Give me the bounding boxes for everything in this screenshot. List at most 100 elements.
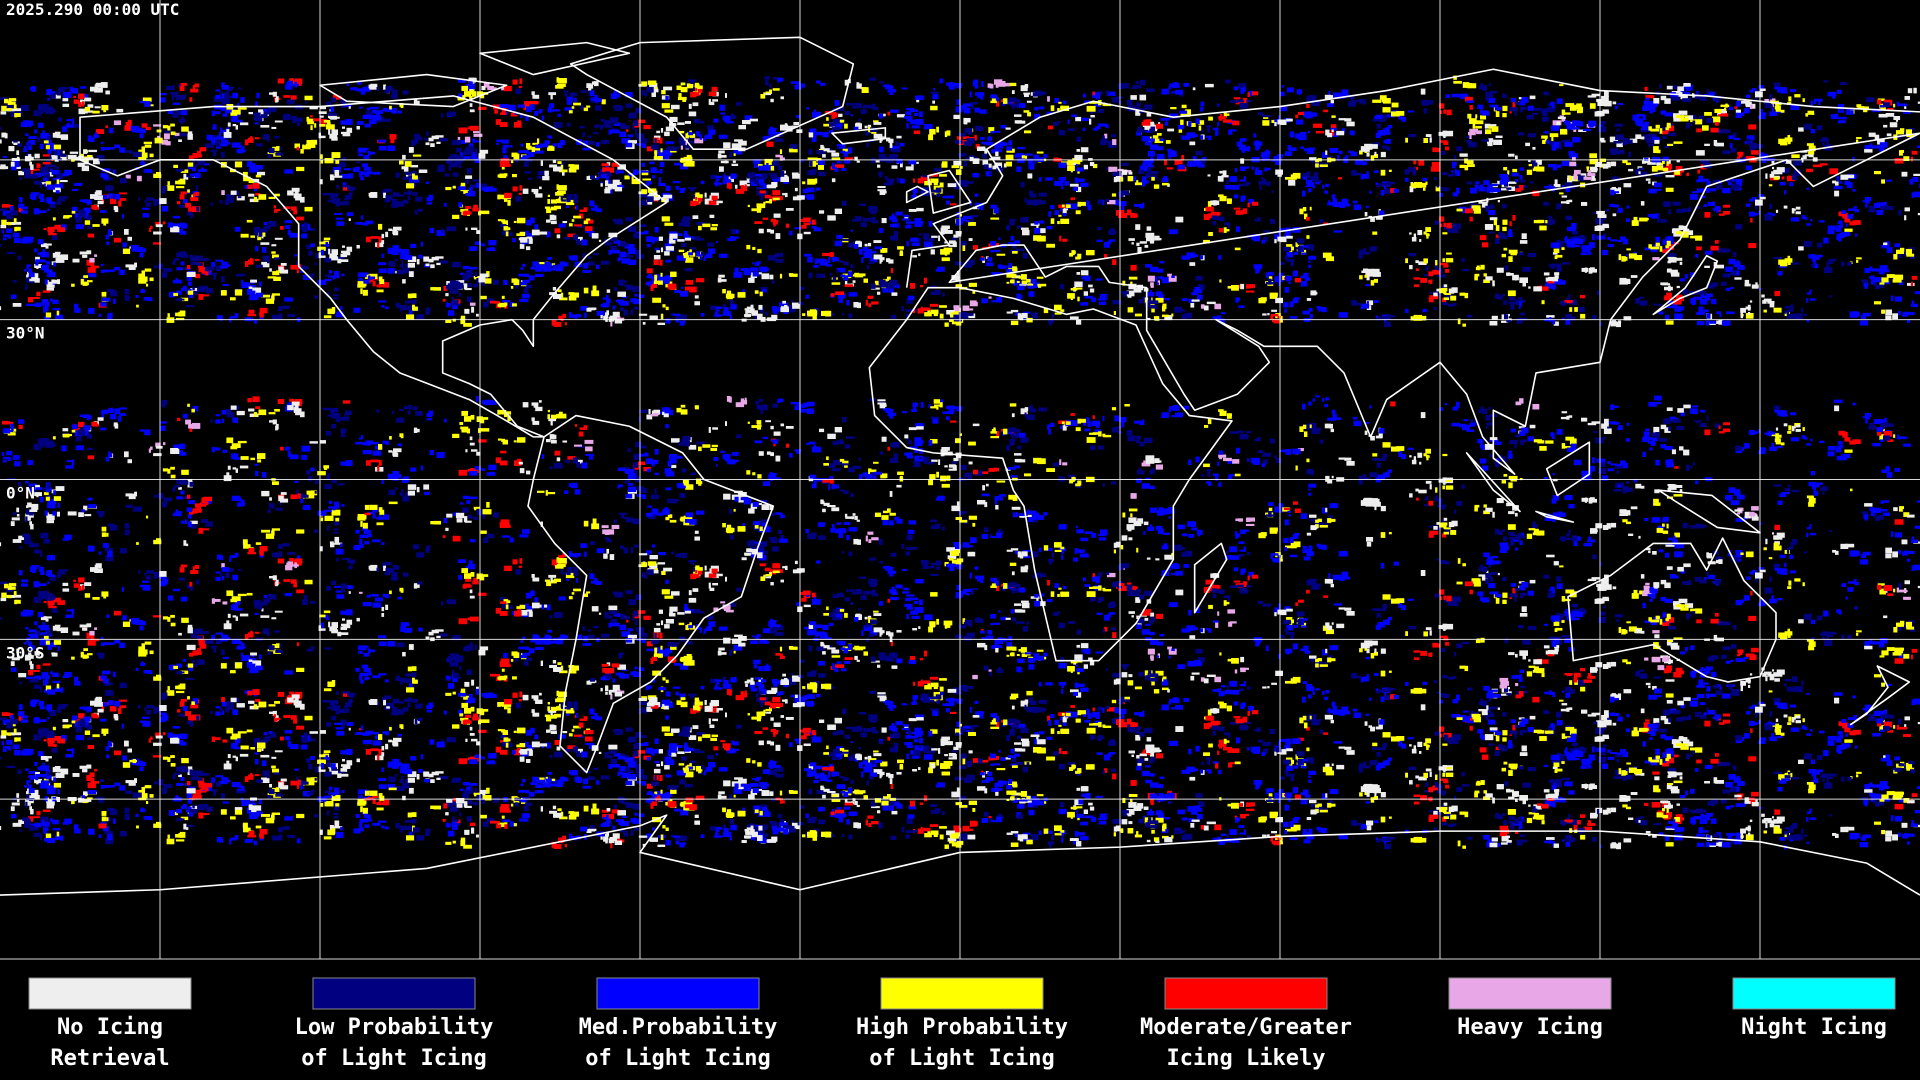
icing-cell [1674, 170, 1680, 175]
icing-cell [113, 205, 118, 211]
icing-cell [504, 85, 512, 92]
icing-cell [1443, 132, 1446, 138]
icing-cell [13, 104, 17, 109]
icing-cell [343, 200, 350, 206]
icing-cell [6, 251, 16, 254]
icing-cell [105, 234, 110, 240]
icing-cell [1450, 295, 1457, 301]
icing-cell [1877, 99, 1882, 105]
icing-cell [1911, 192, 1915, 198]
icing-cell [808, 132, 814, 138]
icing-cell [301, 233, 308, 239]
icing-cell [1474, 184, 1479, 189]
icing-cell [1095, 97, 1100, 100]
icing-cell [1665, 187, 1674, 192]
icing-cell [1885, 113, 1895, 117]
icing-cell [1462, 323, 1466, 327]
icing-cell [1131, 242, 1134, 245]
icing-cell [1238, 305, 1245, 308]
icing-cell [1623, 183, 1632, 188]
icing-cell [1338, 312, 1348, 318]
icing-cell [106, 147, 115, 150]
icing-cell [52, 94, 61, 99]
icing-cell [558, 315, 563, 320]
icing-cell [1424, 274, 1430, 277]
icing-cell [744, 314, 751, 317]
icing-cell [1510, 304, 1515, 310]
icing-cell [573, 102, 581, 106]
icing-cell [547, 194, 550, 197]
icing-cell [831, 256, 835, 262]
icing-cell [1637, 114, 1645, 117]
icing-cell [342, 133, 351, 137]
icing-cell [1856, 137, 1862, 140]
icing-cell [1453, 154, 1456, 160]
icing-cell [624, 175, 630, 180]
icing-cell [426, 197, 433, 202]
icing-cell [479, 149, 489, 154]
icing-cell [554, 166, 562, 172]
icing-cell [1914, 291, 1920, 295]
icing-cell [846, 300, 850, 306]
icing-cell [215, 94, 221, 99]
icing-cell [1491, 183, 1498, 187]
icing-cell [1735, 224, 1743, 230]
icing-cell [1306, 298, 1312, 301]
icing-cell [549, 103, 555, 109]
icing-cell [913, 192, 917, 197]
icing-cell [1519, 175, 1523, 180]
icing-cell [935, 268, 942, 272]
icing-cell [242, 171, 248, 178]
icing-cell [1565, 182, 1572, 187]
icing-cell [1115, 176, 1121, 182]
icing-cell [1648, 126, 1652, 131]
icing-cell [1868, 209, 1876, 213]
icing-cell [1664, 112, 1673, 117]
icing-cell [1322, 152, 1328, 159]
icing-cell [1468, 142, 1477, 148]
icing-cell [1495, 111, 1500, 117]
icing-cell [690, 247, 697, 250]
icing-cell [1553, 248, 1560, 253]
icing-cell [62, 98, 69, 102]
icing-cell [1592, 314, 1597, 320]
icing-cell [1405, 137, 1408, 143]
icing-cell [1857, 106, 1865, 109]
icing-cell [1168, 86, 1172, 90]
icing-cell [1194, 159, 1201, 165]
icing-cell [742, 120, 751, 125]
icing-cell [1906, 134, 1915, 138]
icing-cell [279, 313, 283, 320]
icing-cell [955, 106, 963, 113]
icing-cell [21, 206, 28, 210]
icing-cell [98, 154, 105, 160]
icing-cell [219, 91, 223, 95]
icing-cell [92, 110, 100, 114]
icing-cell [719, 104, 725, 111]
icing-cell [896, 114, 905, 118]
icing-cell [478, 210, 481, 216]
icing-cell [544, 170, 549, 176]
icing-cell [1308, 264, 1312, 268]
icing-cell [51, 155, 56, 158]
icing-cell [1648, 188, 1657, 194]
icing-cell [307, 118, 314, 125]
icing-cell [1894, 243, 1900, 248]
icing-cell [1349, 130, 1355, 136]
icing-cell [683, 187, 686, 191]
icing-cell [1415, 260, 1419, 264]
icing-cell [1750, 104, 1753, 110]
icing-cell [1903, 156, 1910, 161]
icing-cell [1706, 118, 1714, 123]
icing-cell [1653, 149, 1659, 153]
icing-cell [249, 168, 257, 173]
icing-cell [425, 181, 429, 185]
icing-cell [1070, 197, 1075, 201]
icing-cell [1600, 140, 1606, 143]
icing-cell [1714, 97, 1721, 102]
icing-cell [1802, 155, 1807, 160]
icing-cell [378, 139, 387, 143]
icing-cell [1647, 161, 1656, 165]
icing-cell [922, 175, 931, 178]
icing-cell [60, 154, 67, 161]
